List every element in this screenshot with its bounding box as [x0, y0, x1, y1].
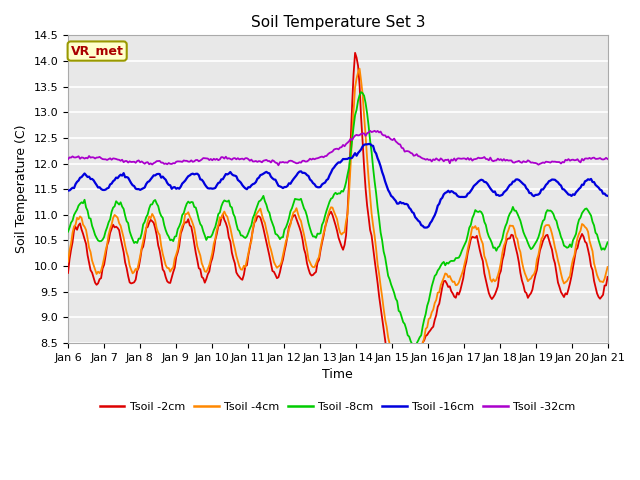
Tsoil -32cm	[64, 156, 72, 162]
Tsoil -32cm	[131, 159, 138, 165]
Tsoil -2cm	[252, 218, 260, 224]
Tsoil -4cm	[252, 212, 260, 218]
Tsoil -2cm	[300, 246, 308, 252]
Tsoil -2cm	[399, 414, 407, 420]
Tsoil -4cm	[401, 391, 408, 397]
Tsoil -32cm	[252, 158, 260, 164]
Tsoil -2cm	[243, 263, 251, 268]
Tsoil -4cm	[300, 232, 308, 238]
Tsoil -32cm	[275, 162, 282, 168]
Tsoil -4cm	[64, 259, 72, 264]
Tsoil -2cm	[351, 50, 359, 56]
Tsoil -8cm	[577, 215, 584, 220]
Line: Tsoil -16cm: Tsoil -16cm	[68, 144, 607, 228]
Line: Tsoil -2cm: Tsoil -2cm	[68, 53, 607, 417]
Tsoil -16cm	[131, 183, 138, 189]
Tsoil -8cm	[300, 205, 308, 211]
Tsoil -32cm	[577, 159, 584, 165]
Tsoil -8cm	[357, 89, 365, 95]
Y-axis label: Soil Temperature (C): Soil Temperature (C)	[15, 125, 28, 253]
Tsoil -16cm	[577, 185, 584, 191]
Tsoil -32cm	[225, 156, 233, 161]
Line: Tsoil -4cm: Tsoil -4cm	[68, 69, 607, 394]
Tsoil -16cm	[422, 225, 429, 230]
Tsoil -16cm	[225, 171, 233, 177]
Tsoil -4cm	[577, 228, 584, 234]
Legend: Tsoil -2cm, Tsoil -4cm, Tsoil -8cm, Tsoil -16cm, Tsoil -32cm: Tsoil -2cm, Tsoil -4cm, Tsoil -8cm, Tsoi…	[95, 398, 580, 417]
Tsoil -4cm	[604, 264, 611, 270]
Text: VR_met: VR_met	[71, 45, 124, 58]
Tsoil -2cm	[225, 235, 233, 240]
Tsoil -4cm	[243, 257, 251, 263]
Tsoil -2cm	[64, 270, 72, 276]
Tsoil -8cm	[225, 198, 233, 204]
Tsoil -4cm	[356, 66, 364, 72]
Tsoil -8cm	[131, 240, 138, 246]
Tsoil -32cm	[301, 159, 309, 165]
Tsoil -32cm	[243, 156, 251, 161]
Line: Tsoil -8cm: Tsoil -8cm	[68, 92, 607, 346]
Tsoil -16cm	[252, 179, 260, 185]
Tsoil -16cm	[64, 188, 72, 193]
Tsoil -2cm	[577, 235, 584, 240]
Tsoil -4cm	[131, 269, 138, 275]
Tsoil -16cm	[243, 186, 251, 192]
X-axis label: Time: Time	[323, 368, 353, 381]
Tsoil -4cm	[225, 220, 233, 226]
Tsoil -8cm	[243, 234, 251, 240]
Line: Tsoil -32cm: Tsoil -32cm	[68, 131, 607, 165]
Tsoil -32cm	[371, 128, 378, 134]
Tsoil -2cm	[604, 274, 611, 280]
Title: Soil Temperature Set 3: Soil Temperature Set 3	[250, 15, 425, 30]
Tsoil -32cm	[604, 156, 611, 162]
Tsoil -8cm	[604, 240, 611, 245]
Tsoil -16cm	[366, 141, 374, 147]
Tsoil -8cm	[64, 229, 72, 235]
Tsoil -16cm	[604, 193, 611, 199]
Tsoil -8cm	[252, 207, 260, 213]
Tsoil -2cm	[131, 279, 138, 285]
Tsoil -16cm	[300, 170, 308, 176]
Tsoil -8cm	[412, 343, 419, 349]
